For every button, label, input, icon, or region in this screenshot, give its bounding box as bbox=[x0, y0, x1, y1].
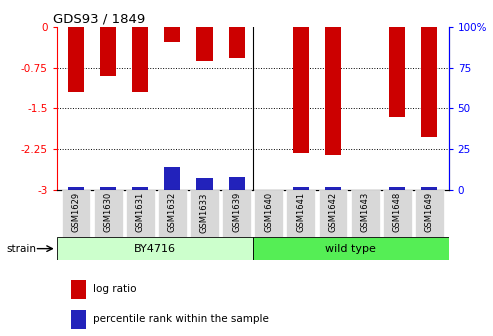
Bar bbox=[164, 27, 180, 42]
Text: GSM1629: GSM1629 bbox=[71, 192, 80, 232]
Text: log ratio: log ratio bbox=[93, 284, 136, 294]
Text: GSM1630: GSM1630 bbox=[104, 192, 112, 233]
Bar bbox=[229, 27, 245, 58]
Text: BY4716: BY4716 bbox=[134, 244, 176, 254]
FancyBboxPatch shape bbox=[415, 190, 444, 237]
Text: GSM1639: GSM1639 bbox=[232, 192, 241, 233]
Bar bbox=[132, 27, 148, 92]
FancyBboxPatch shape bbox=[254, 190, 283, 237]
Text: GDS93 / 1849: GDS93 / 1849 bbox=[53, 13, 145, 26]
FancyBboxPatch shape bbox=[222, 190, 251, 237]
Bar bbox=[164, 167, 180, 190]
Bar bbox=[68, 27, 84, 92]
FancyBboxPatch shape bbox=[253, 237, 449, 260]
Bar bbox=[293, 27, 309, 153]
FancyBboxPatch shape bbox=[57, 237, 253, 260]
FancyBboxPatch shape bbox=[318, 190, 348, 237]
FancyBboxPatch shape bbox=[351, 190, 380, 237]
Bar bbox=[71, 280, 86, 299]
Text: GSM1632: GSM1632 bbox=[168, 192, 177, 233]
Bar bbox=[422, 186, 437, 190]
Text: GSM1649: GSM1649 bbox=[425, 192, 434, 232]
Text: strain: strain bbox=[6, 244, 36, 254]
Bar bbox=[325, 186, 341, 190]
Bar bbox=[68, 186, 84, 190]
FancyBboxPatch shape bbox=[62, 190, 90, 237]
Bar bbox=[196, 178, 212, 190]
Bar bbox=[100, 27, 116, 76]
Text: GSM1642: GSM1642 bbox=[328, 192, 338, 232]
FancyBboxPatch shape bbox=[126, 190, 155, 237]
Bar bbox=[389, 186, 405, 190]
Bar bbox=[132, 186, 148, 190]
Bar bbox=[422, 27, 437, 137]
Bar bbox=[100, 186, 116, 190]
FancyBboxPatch shape bbox=[286, 190, 316, 237]
Bar bbox=[229, 177, 245, 190]
Bar bbox=[325, 27, 341, 155]
Text: GSM1641: GSM1641 bbox=[296, 192, 305, 232]
FancyBboxPatch shape bbox=[158, 190, 187, 237]
Bar bbox=[196, 27, 212, 60]
Text: percentile rank within the sample: percentile rank within the sample bbox=[93, 314, 269, 324]
Text: GSM1631: GSM1631 bbox=[136, 192, 145, 233]
Bar bbox=[71, 310, 86, 329]
Text: GSM1643: GSM1643 bbox=[360, 192, 370, 233]
FancyBboxPatch shape bbox=[383, 190, 412, 237]
FancyBboxPatch shape bbox=[94, 190, 123, 237]
FancyBboxPatch shape bbox=[190, 190, 219, 237]
Text: GSM1633: GSM1633 bbox=[200, 192, 209, 233]
Text: GSM1640: GSM1640 bbox=[264, 192, 273, 232]
Bar bbox=[389, 27, 405, 117]
Text: GSM1648: GSM1648 bbox=[393, 192, 402, 233]
Text: wild type: wild type bbox=[325, 244, 376, 254]
Bar bbox=[293, 186, 309, 190]
